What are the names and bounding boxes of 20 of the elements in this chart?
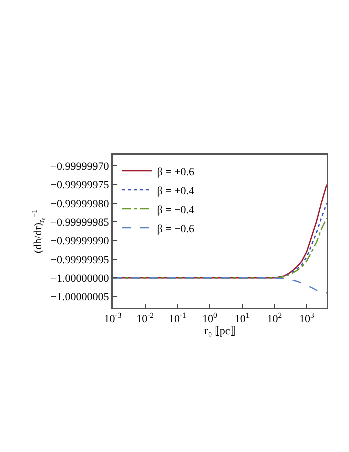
legend-label: β = +0.4 [157,185,196,198]
legend-label: β = +0.6 [157,166,196,178]
x-tick-label: 10$^{0}$ [202,311,218,326]
legend-label: β = −0.4 [157,204,196,216]
x-tick-label: 10$^{1}$ [234,311,250,326]
x-axis-title: r₀ ⟦pc⟧ [204,326,236,338]
y-tick-label: −0.99999975 [50,180,110,192]
y-tick-label: −0.99999970 [50,161,110,174]
x-tick-label: 10$^{-3}$ [104,311,122,326]
x-tick-label: 10$^{-1}$ [168,311,187,326]
y-tick-label: −0.99999985 [50,217,110,230]
x-tick-label: 10$^{2}$ [267,311,282,326]
y-tick-label: −0.99999980 [50,198,110,210]
x-tick-label: 10$^{-2}$ [136,311,154,326]
y-tick-label: −1.00000005 [50,292,110,304]
legend-label: β = −0.6 [157,223,196,236]
y-tick-label: −0.99999995 [50,254,110,266]
y-tick-label: −1.00000000 [50,273,110,285]
y-tick-label: −0.99999990 [50,236,110,248]
x-tick-label: 10$^{3}$ [300,311,315,326]
